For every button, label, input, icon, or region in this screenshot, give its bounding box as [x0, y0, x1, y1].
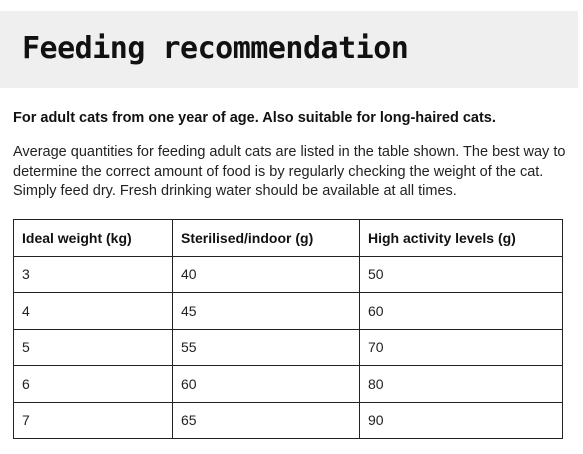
- cell-sterilised: 55: [172, 328, 360, 366]
- table-row: 6 60 80: [13, 365, 563, 403]
- intro-description: Average quantities for feeding adult cat…: [13, 144, 566, 199]
- table-row: 3 40 50: [13, 255, 563, 293]
- feeding-table: Ideal weight (kg) Sterilised/indoor (g) …: [13, 219, 563, 439]
- cell-high-activity: 90: [359, 401, 563, 439]
- cell-weight: 5: [13, 328, 173, 366]
- cell-high-activity: 50: [359, 255, 563, 293]
- cell-sterilised: 60: [172, 365, 360, 403]
- intro-bold-text: For adult cats from one year of age. Als…: [13, 110, 496, 126]
- cell-sterilised: 45: [172, 292, 360, 330]
- cell-sterilised: 40: [172, 255, 360, 293]
- cell-high-activity: 60: [359, 292, 563, 330]
- table-row: 7 65 90: [13, 401, 563, 439]
- cell-weight: 3: [13, 255, 173, 293]
- header-band: Feeding recommendation: [0, 11, 578, 88]
- table-header-row: Ideal weight (kg) Sterilised/indoor (g) …: [13, 219, 563, 257]
- column-header-high-activity: High activity levels (g): [359, 219, 563, 257]
- cell-high-activity: 80: [359, 365, 563, 403]
- cell-sterilised: 65: [172, 401, 360, 439]
- page-title: Feeding recommendation: [22, 31, 409, 66]
- cell-weight: 6: [13, 365, 173, 403]
- cell-weight: 7: [13, 401, 173, 439]
- table-row: 5 55 70: [13, 328, 563, 366]
- cell-high-activity: 70: [359, 328, 563, 366]
- cell-weight: 4: [13, 292, 173, 330]
- table-row: 4 45 60: [13, 292, 563, 330]
- column-header-sterilised: Sterilised/indoor (g): [172, 219, 360, 257]
- column-header-weight: Ideal weight (kg): [13, 219, 173, 257]
